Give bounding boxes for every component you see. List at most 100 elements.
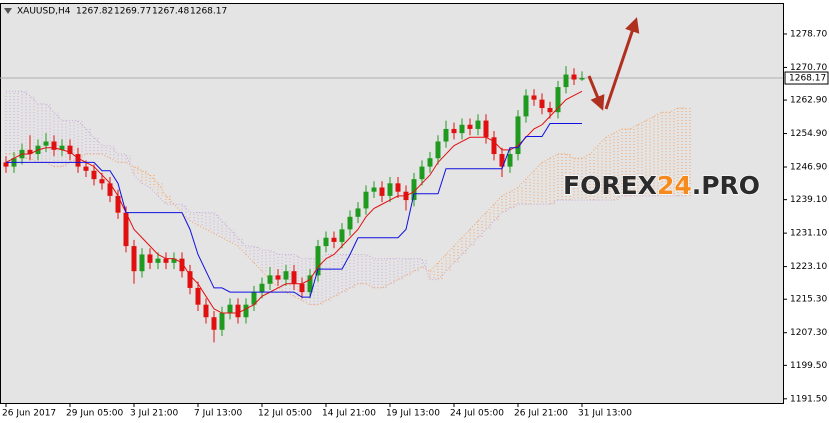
candle-body [507,154,513,167]
candle-body [51,141,57,150]
watermark: FOREX24.PRO [563,171,760,200]
candle-body [419,166,425,180]
x-tick-label: 3 Jul 21:00 [130,409,179,419]
candle-body [491,137,497,155]
watermark-part: FOREX [563,171,657,200]
candle-body [499,154,505,167]
candle-body [275,275,281,280]
price-layer [0,66,783,343]
candle-body [243,304,249,318]
candle-body [235,304,241,318]
candle-body [363,191,369,209]
candle-body [219,313,225,330]
y-tick-label: 1278.70 [790,29,827,39]
candle-body [579,78,585,80]
y-tick-label: 1254.90 [790,129,827,139]
candle-body [427,158,433,167]
candle-body [139,254,145,272]
candle-body [323,237,329,247]
candle-body [259,283,265,293]
candle-body [523,95,529,117]
cloud-span-a [6,107,686,306]
x-tick-label: 14 Jul 21:00 [322,409,376,419]
annotation-arrow [587,75,605,111]
x-tick-label: 26 Jun 2017 [2,409,56,419]
header-value: 1267.48 [152,7,189,17]
candle-body [155,258,161,263]
candle-body [99,179,105,184]
candle-body [203,304,209,318]
x-tick-label: 7 Jul 13:00 [194,409,243,419]
candle-body [475,120,481,129]
x-tick-label: 29 Jun 05:00 [66,409,123,419]
candle-body [283,271,289,280]
candle-body [115,195,121,213]
y-tick-label: 1191.50 [790,394,827,404]
candle-body [531,95,537,100]
candle-body [131,246,137,272]
annotation-arrow [604,17,640,110]
header-value: 1268.17 [190,7,227,17]
header-value: 1267.82 [76,7,113,17]
candle-body [59,145,65,150]
x-tick-label: 26 Jul 21:00 [514,409,568,419]
candle-body [483,120,489,138]
watermark-part: 24 [657,171,692,200]
candle-body [27,149,33,155]
x-tick-label: 12 Jul 05:00 [258,409,312,419]
candle-body [395,183,401,192]
candle-body [123,212,129,247]
candle-body [299,283,305,293]
candle-body [411,179,417,201]
candle-body [3,162,9,167]
last-price-label: 1268.17 [789,74,826,84]
candle-body [267,275,273,284]
candle-body [347,216,353,230]
candle-body [179,258,185,272]
candle-body [67,145,73,155]
candle-body [355,208,361,217]
y-tick-label: 1199.50 [790,361,827,371]
indicator-line [6,123,582,298]
candle-body [515,116,521,155]
candle-body [83,166,89,171]
y-tick-label: 1223.10 [790,262,827,272]
header-value: 1269.77 [114,7,151,17]
info-header: XAUUSD,H4 1267.82 1269.77 1267.48 1268.1… [4,7,227,17]
y-tick-label: 1246.90 [790,163,827,173]
y-tick-label: 1215.30 [790,295,827,305]
y-tick-label: 1231.10 [790,229,827,239]
candle-body [291,271,297,284]
cloud-span-b [6,90,686,281]
last-price-box [784,71,829,85]
candle-body [43,141,49,146]
candle-body [171,258,177,263]
x-tick-label: 31 Jul 13:00 [578,409,632,419]
y-tick-label: 1207.30 [790,328,827,338]
candle-body [75,154,81,167]
candle-body [547,108,553,113]
candle-body [91,170,97,180]
candle-body [251,292,257,305]
candle-body [435,141,441,159]
x-tick-label: 24 Jul 05:00 [450,409,504,419]
candle-body [307,275,313,293]
candle-body [315,246,321,276]
candle-body [563,74,569,88]
candle-body [539,99,545,109]
candle-body [467,124,473,129]
y-tick-label: 1262.90 [790,96,827,106]
candle-body [371,187,377,192]
candle-body [387,183,393,196]
candle-body [227,304,233,314]
indicator-line [5,90,583,314]
plot-area [0,3,784,404]
candle-body [379,187,385,196]
candle-body [163,258,169,263]
candle-body [443,128,449,142]
x-tick-label: 19 Jul 13:00 [386,409,440,419]
watermark-part: .PRO [692,171,760,200]
y-tick-label: 1239.10 [790,195,827,205]
